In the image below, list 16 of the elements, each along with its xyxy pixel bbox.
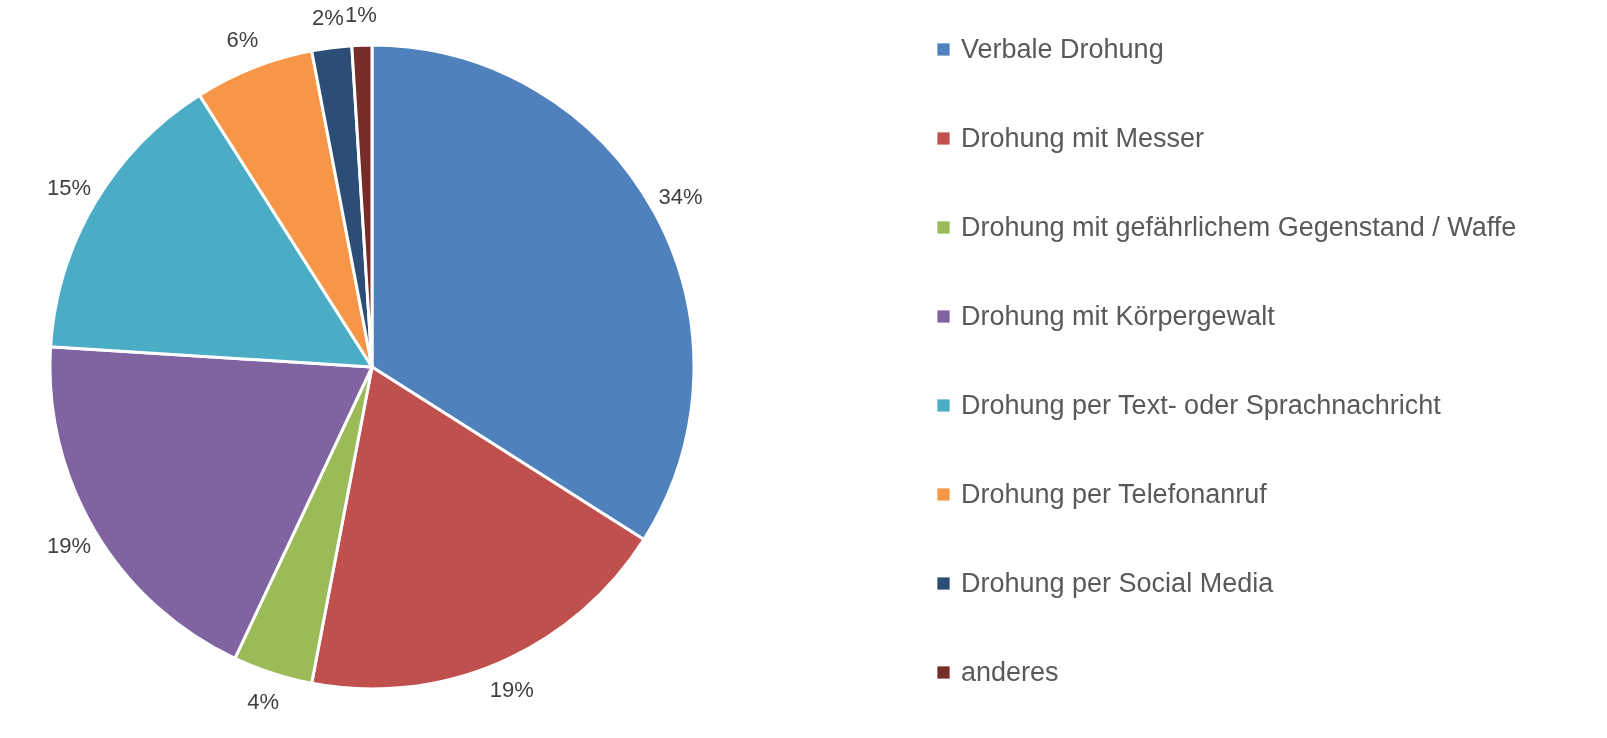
data-label: 19% [489, 677, 534, 703]
legend-label: Verbale Drohung [961, 33, 1164, 64]
data-label: 2% [311, 4, 344, 30]
data-label: 4% [247, 688, 280, 714]
legend-label: Drohung per Social Media [961, 567, 1275, 598]
data-label: 6% [226, 26, 259, 52]
data-label: 34% [658, 184, 703, 210]
legend-label: Drohung mit Körpergewalt [961, 300, 1276, 331]
data-label: 15% [47, 174, 92, 200]
legend-label: Drohung mit Messer [961, 122, 1205, 153]
legend-label: Drohung mit gefährlichem Gegenstand / Waffe [961, 211, 1517, 242]
legend-label: anderes [961, 656, 1059, 687]
legend-label: Drohung per Text- oder Sprachnachricht [961, 389, 1442, 420]
legend-label: Drohung per Telefonanruf [961, 478, 1268, 509]
data-label: 19% [47, 533, 92, 559]
data-label: 1% [345, 2, 377, 28]
